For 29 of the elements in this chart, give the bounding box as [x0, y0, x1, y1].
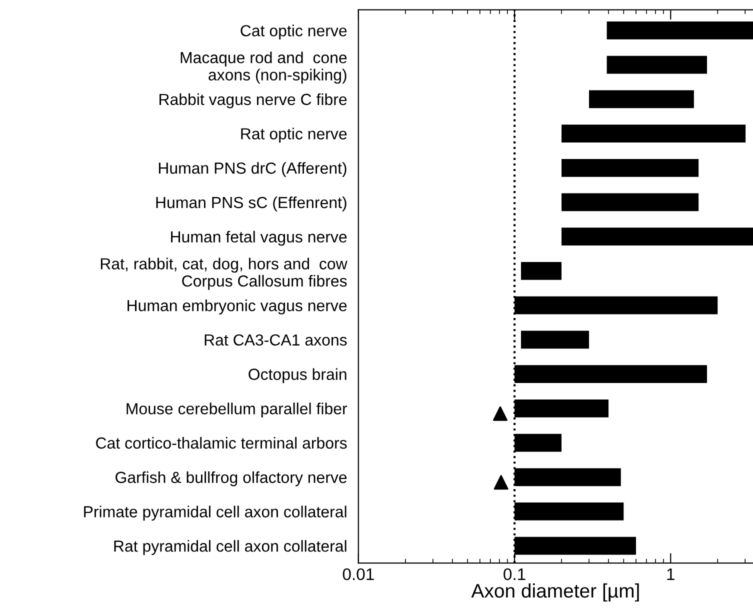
bar [520, 330, 590, 349]
x-tick-label: 1 [667, 568, 674, 580]
bar [562, 158, 699, 177]
bar [562, 124, 746, 142]
bar [606, 22, 753, 40]
x-tick-label: 0.1 [504, 568, 526, 580]
x-tick-label: 0.01 [342, 568, 374, 580]
y-tick-label: Macaque rod and cone axons (non-spiking) [180, 52, 347, 84]
y-tick-label: Human fetal vagus nerve [171, 230, 347, 246]
y-tick-label: Rat CA3-CA1 axons [204, 334, 347, 346]
y-tick-label: Cat cortico-thalamic terminal arbors [96, 436, 347, 449]
y-tick-label: Garfish & bullfrog olfactory nerve [116, 471, 347, 486]
y-tick-label: Primate pyramidal cell axon collateral [84, 506, 346, 521]
y-tick-label: Human embryonic vagus nerve [128, 300, 347, 314]
bar [589, 90, 694, 108]
y-tick-label: Octopus brain [248, 368, 346, 384]
y-tick-label: Human PNS sC (Effenrent) [156, 196, 346, 212]
y-tick-label: Human PNS drC (Afferent) [158, 162, 346, 177]
y-tick-label: Rat optic nerve [241, 128, 347, 143]
bar [562, 228, 753, 246]
y-tick-label: Mouse cerebellum parallel fiber [126, 402, 348, 418]
y-tick-label: Rabbit vagus nerve C fibre [160, 93, 347, 108]
y-tick-label: Rat, rabbit, cat, dog, hors and cow Corpus Callosum fibres [100, 258, 348, 290]
y-tick-label: Cat optic nerve [240, 24, 347, 40]
bar [562, 193, 699, 212]
y-tick-label: Rat pyramidal cell axon collateral [114, 540, 346, 555]
bar [606, 56, 708, 74]
x-axis-title: Axon diameter [µm] [471, 583, 639, 602]
bar [520, 262, 562, 280]
